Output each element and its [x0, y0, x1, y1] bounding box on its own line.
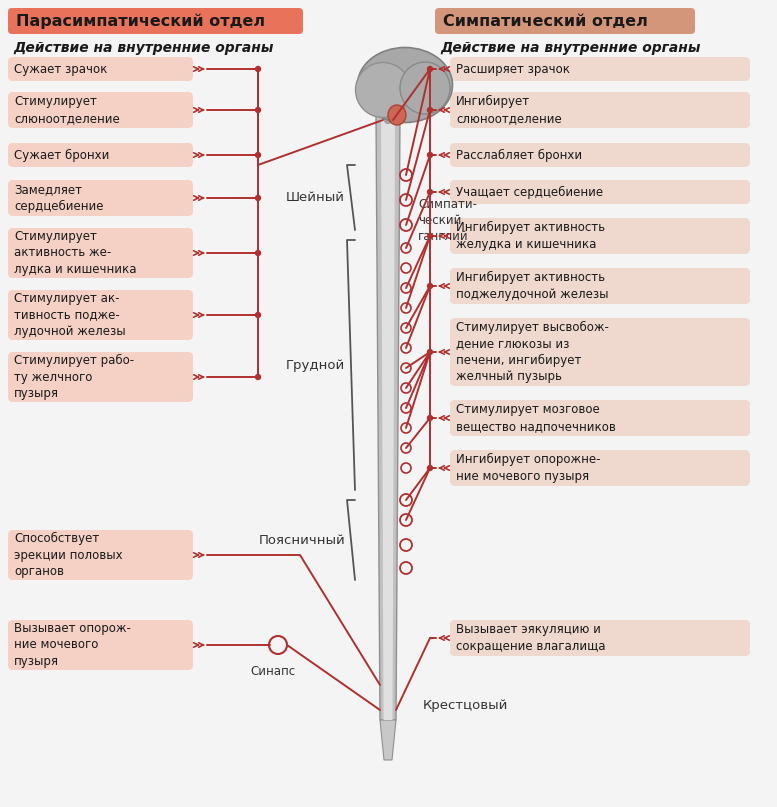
Circle shape — [427, 66, 433, 72]
Circle shape — [256, 195, 260, 200]
Text: Ингибирует опорожне-
ние мочевого пузыря: Ингибирует опорожне- ние мочевого пузыря — [456, 454, 601, 483]
Text: Вызывает эякуляцию и
сокращение влагалища: Вызывает эякуляцию и сокращение влагалищ… — [456, 623, 605, 653]
Text: Действие на внутренние органы: Действие на внутренние органы — [13, 41, 274, 55]
Text: Парасимпатический отдел: Парасимпатический отдел — [16, 13, 265, 29]
Text: Ингибирует активность
желудка и кишечника: Ингибирует активность желудка и кишечник… — [456, 221, 605, 251]
FancyBboxPatch shape — [450, 268, 750, 304]
Text: Симпати-
ческий
ганглий: Симпати- ческий ганглий — [418, 198, 477, 242]
FancyBboxPatch shape — [450, 57, 750, 81]
Text: Сужает зрачок: Сужает зрачок — [14, 62, 107, 76]
FancyBboxPatch shape — [450, 180, 750, 204]
FancyBboxPatch shape — [8, 620, 193, 670]
FancyBboxPatch shape — [8, 8, 303, 34]
Circle shape — [256, 153, 260, 157]
FancyBboxPatch shape — [8, 290, 193, 340]
Text: Ингибирует активность
поджелудочной железы: Ингибирует активность поджелудочной желе… — [456, 271, 608, 301]
Text: Стимулирует
слюноотделение: Стимулирует слюноотделение — [14, 95, 120, 125]
Ellipse shape — [357, 48, 452, 123]
FancyBboxPatch shape — [450, 318, 750, 386]
Text: Стимулирует рабо-
ту желчного
пузыря: Стимулирует рабо- ту желчного пузыря — [14, 354, 134, 400]
FancyBboxPatch shape — [8, 180, 193, 216]
Text: Симпатический отдел: Симпатический отдел — [443, 14, 648, 28]
Circle shape — [427, 466, 433, 470]
Circle shape — [427, 283, 433, 288]
FancyBboxPatch shape — [450, 92, 750, 128]
Text: Сужает бронхи: Сужает бронхи — [14, 148, 110, 161]
Text: Шейный: Шейный — [286, 191, 345, 204]
Circle shape — [427, 190, 433, 194]
FancyBboxPatch shape — [435, 8, 695, 34]
Text: Стимулирует высвобож-
дение глюкозы из
печени, ингибирует
желчный пузырь: Стимулирует высвобож- дение глюкозы из п… — [456, 320, 609, 383]
FancyBboxPatch shape — [8, 352, 193, 402]
Text: Расслабляет бронхи: Расслабляет бронхи — [456, 148, 582, 161]
FancyBboxPatch shape — [8, 92, 193, 128]
FancyBboxPatch shape — [450, 620, 750, 656]
Ellipse shape — [388, 105, 406, 125]
Text: Ингибирует
слюноотделение: Ингибирует слюноотделение — [456, 95, 562, 125]
Circle shape — [427, 349, 433, 354]
Text: Расширяет зрачок: Расширяет зрачок — [456, 62, 570, 76]
Text: Способствует
эрекции половых
органов: Способствует эрекции половых органов — [14, 532, 123, 578]
Circle shape — [256, 107, 260, 112]
FancyBboxPatch shape — [8, 57, 193, 81]
Text: Вызывает опорож-
ние мочевого
пузыря: Вызывает опорож- ние мочевого пузыря — [14, 622, 131, 668]
FancyBboxPatch shape — [450, 218, 750, 254]
Circle shape — [256, 66, 260, 72]
FancyBboxPatch shape — [8, 143, 193, 167]
Text: Поясничный: Поясничный — [258, 533, 345, 546]
Text: Стимулирует ак-
тивность поджe-
лудочной железы: Стимулирует ак- тивность поджe- лудочной… — [14, 292, 126, 338]
FancyBboxPatch shape — [8, 228, 193, 278]
Text: Крестцовый: Крестцовый — [423, 699, 508, 712]
Circle shape — [427, 153, 433, 157]
Text: Учащает сердцебиение: Учащает сердцебиение — [456, 186, 603, 199]
FancyBboxPatch shape — [8, 530, 193, 580]
Circle shape — [427, 416, 433, 420]
Circle shape — [256, 312, 260, 317]
Text: Синапс: Синапс — [250, 665, 295, 678]
Polygon shape — [380, 720, 396, 760]
Circle shape — [256, 374, 260, 379]
Text: Стимулирует
активность же-
лудка и кишечника: Стимулирует активность же- лудка и кишеч… — [14, 230, 137, 276]
FancyBboxPatch shape — [450, 400, 750, 436]
Text: Стимулирует мозговое
вещество надпочечников: Стимулирует мозговое вещество надпочечни… — [456, 404, 616, 433]
Text: Грудной: Грудной — [286, 358, 345, 371]
FancyBboxPatch shape — [450, 143, 750, 167]
FancyBboxPatch shape — [450, 450, 750, 486]
Ellipse shape — [400, 62, 450, 114]
Text: Действие на внутренние органы: Действие на внутренние органы — [440, 41, 700, 55]
Text: Замедляет
сердцебиение: Замедляет сердцебиение — [14, 183, 103, 213]
Polygon shape — [381, 115, 395, 720]
Circle shape — [427, 107, 433, 112]
Circle shape — [256, 250, 260, 256]
Polygon shape — [376, 115, 400, 720]
Ellipse shape — [356, 62, 410, 118]
Circle shape — [427, 233, 433, 239]
